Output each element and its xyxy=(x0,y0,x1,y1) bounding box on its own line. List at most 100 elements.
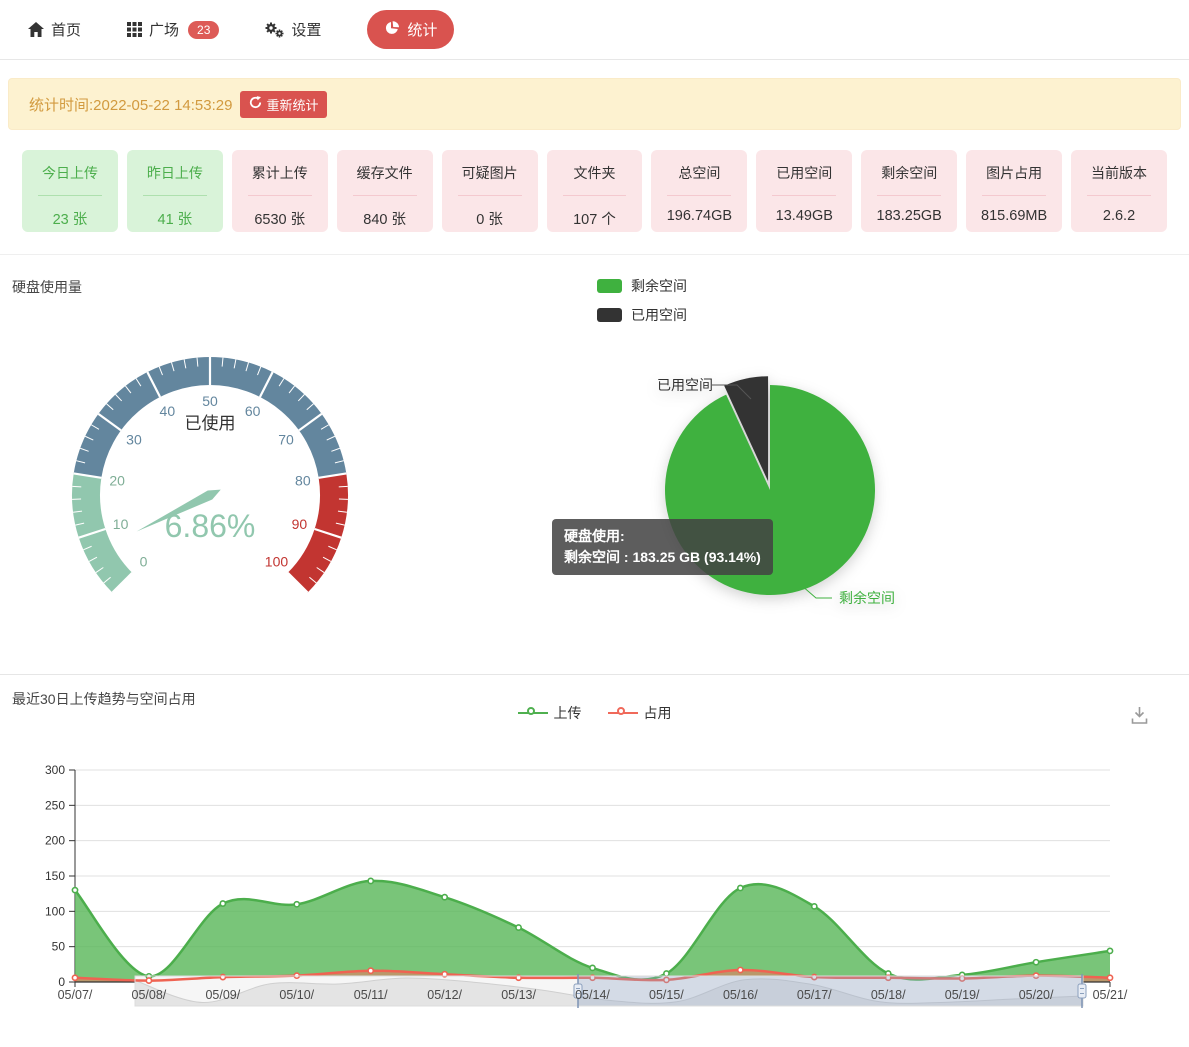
svg-text:05/14/: 05/14/ xyxy=(575,988,610,1002)
legend-line-circle-marker xyxy=(607,707,638,718)
svg-text:05/07/: 05/07/ xyxy=(58,988,93,1002)
disk-usage-section: 硬盘使用量 剩余空间 已用空间 0 10 20 30 40 50 60 70 80 90 100 已使… xyxy=(0,254,1189,675)
stat-card-value: 41 张 xyxy=(157,212,193,228)
nav-item-label: 统计 xyxy=(407,22,438,39)
stat-card-文件夹: 文件夹 107 个 xyxy=(546,150,643,232)
legend-item-上传[interactable]: 上传 xyxy=(517,703,582,723)
svg-text:05/21/: 05/21/ xyxy=(1093,988,1128,1002)
stat-card-value: 13.49GB xyxy=(775,208,833,224)
stat-card-divider xyxy=(38,195,102,196)
legend-item-剩余空间[interactable]: 剩余空间 xyxy=(597,276,687,296)
svg-text:05/19/: 05/19/ xyxy=(945,988,980,1002)
stat-card-divider xyxy=(457,195,522,196)
nav-item-label: 设置 xyxy=(291,22,322,39)
stat-card-title: 文件夹 xyxy=(573,165,616,181)
nav-item-statistics-active[interactable]: 统计 xyxy=(367,10,455,49)
pie-tooltip-value: 剩余空间 : 183.25 GB (93.14%) xyxy=(564,549,761,565)
stat-card-divider xyxy=(352,195,417,196)
stat-card-divider xyxy=(877,195,942,196)
statistics-time-text: 统计时间:2022-05-22 14:53:29 xyxy=(29,96,233,114)
nav-item-label: 广场 xyxy=(149,22,180,39)
svg-text:05/17/: 05/17/ xyxy=(797,988,832,1002)
save-as-image-icon[interactable] xyxy=(1131,706,1148,730)
nav-item-settings[interactable]: 设置 xyxy=(265,19,321,40)
svg-text:05/09/: 05/09/ xyxy=(205,988,240,1002)
stat-card-累计上传: 累计上传 6530 张 xyxy=(231,150,328,232)
svg-text:05/20/: 05/20/ xyxy=(1019,988,1054,1002)
stat-card-divider xyxy=(982,195,1047,196)
pie-label-free: 剩余空间 xyxy=(839,590,895,606)
svg-text:50: 50 xyxy=(52,940,66,954)
stat-card-divider xyxy=(247,195,312,196)
svg-text:100: 100 xyxy=(45,904,65,918)
stat-card-title: 当前版本 xyxy=(1091,165,1148,181)
stat-card-图片占用: 图片占用 815.69MB xyxy=(966,150,1063,232)
stat-card-昨日上传: 昨日上传 41 张 xyxy=(126,150,223,232)
svg-text:05/18/: 05/18/ xyxy=(871,988,906,1002)
nav-item-plaza[interactable]: 广场 23 xyxy=(127,19,220,40)
pie-tooltip: 硬盘使用: 剩余空间 : 183.25 GB (93.14%) xyxy=(552,519,773,575)
nav-item-home[interactable]: 首页 xyxy=(28,19,81,40)
svg-text:60: 60 xyxy=(245,403,261,419)
legend-item-占用[interactable]: 占用 xyxy=(607,703,672,723)
stat-card-divider xyxy=(562,195,627,196)
stat-card-title: 已用空间 xyxy=(776,165,833,181)
stat-card-剩余空间: 剩余空间 183.25GB xyxy=(861,150,958,232)
svg-text:05/15/: 05/15/ xyxy=(649,988,684,1002)
stat-card-divider xyxy=(1087,195,1151,196)
legend-swatch xyxy=(597,308,622,322)
svg-text:90: 90 xyxy=(292,516,308,532)
stat-card-divider xyxy=(142,195,207,196)
stat-card-已用空间: 已用空间 13.49GB xyxy=(756,150,853,232)
stat-card-value: 840 张 xyxy=(363,212,407,228)
stat-card-value: 2.6.2 xyxy=(1102,208,1136,224)
grid-icon xyxy=(127,22,143,37)
pie-label-used: 已用空间 xyxy=(657,377,713,393)
home-icon xyxy=(28,22,44,37)
nav-item-label: 首页 xyxy=(51,22,82,39)
legend-item-已用空间[interactable]: 已用空间 xyxy=(597,305,687,325)
svg-text:100: 100 xyxy=(265,553,289,569)
disk-section-title: 硬盘使用量 xyxy=(12,279,82,295)
gears-icon xyxy=(265,22,284,38)
stat-card-title: 可疑图片 xyxy=(461,165,518,181)
legend-label: 占用 xyxy=(643,705,672,721)
legend-label: 上传 xyxy=(553,705,582,721)
recount-button-label: 重新统计 xyxy=(266,97,319,113)
stat-card-当前版本: 当前版本 2.6.2 xyxy=(1071,150,1167,232)
svg-text:200: 200 xyxy=(45,834,65,848)
svg-text:80: 80 xyxy=(295,472,311,488)
statistics-time-alert: 统计时间:2022-05-22 14:53:29 重新统计 xyxy=(8,78,1181,130)
datazoom-selection[interactable] xyxy=(578,976,1082,1006)
stat-card-divider xyxy=(667,195,732,196)
svg-text:05/13/: 05/13/ xyxy=(501,988,536,1002)
legend-swatch xyxy=(597,279,622,293)
pie-tooltip-title: 硬盘使用: xyxy=(564,528,625,544)
stat-card-value: 815.69MB xyxy=(981,208,1048,224)
stat-card-title: 总空间 xyxy=(678,165,721,181)
svg-text:0: 0 xyxy=(58,975,65,989)
legend-line-circle-marker xyxy=(517,707,548,718)
legend-label: 已用空间 xyxy=(631,307,687,323)
stat-card-value: 183.25GB xyxy=(876,208,942,224)
stat-card-title: 今日上传 xyxy=(41,165,98,181)
pie-chart-icon xyxy=(384,20,400,40)
svg-text:0: 0 xyxy=(140,553,148,569)
upload-trend-section: 最近30日上传趋势与空间占用 上传 占用 0 50 100 150 200 250 300 0… xyxy=(0,675,1189,1046)
pie-slice-已用空间[interactable] xyxy=(724,376,769,482)
trend-section-title: 最近30日上传趋势与空间占用 xyxy=(12,691,196,707)
svg-text:70: 70 xyxy=(278,432,294,448)
stat-card-缓存文件: 缓存文件 840 张 xyxy=(336,150,433,232)
svg-text:05/16/: 05/16/ xyxy=(723,988,758,1002)
stat-card-title: 缓存文件 xyxy=(356,165,413,181)
stat-card-value: 6530 张 xyxy=(254,212,306,228)
recount-button[interactable]: 重新统计 xyxy=(240,90,328,118)
svg-text:已使用: 已使用 xyxy=(185,413,236,433)
svg-text:05/12/: 05/12/ xyxy=(427,988,462,1002)
stat-card-title: 累计上传 xyxy=(251,165,308,181)
svg-text:50: 50 xyxy=(202,393,218,409)
svg-text:6.86%: 6.86% xyxy=(165,508,256,544)
svg-text:05/10/: 05/10/ xyxy=(279,988,314,1002)
upload-trend-chart[interactable]: 0 50 100 150 200 250 300 05/07/05/08/05/09/05/1… xyxy=(0,741,1189,1046)
